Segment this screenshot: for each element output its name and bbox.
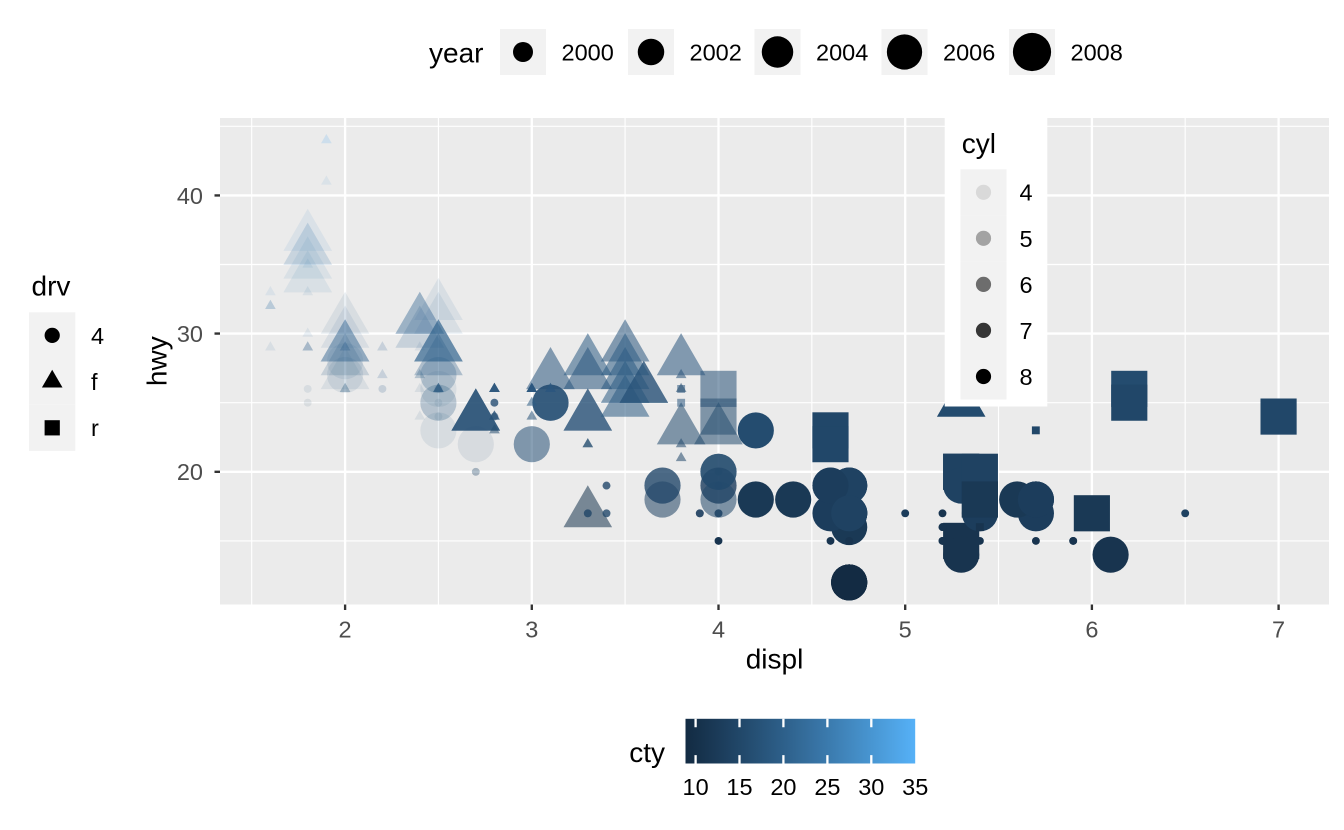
svg-text:2006: 2006 bbox=[943, 40, 995, 66]
svg-text:20: 20 bbox=[770, 774, 796, 800]
svg-text:drv: drv bbox=[32, 271, 71, 302]
svg-text:f: f bbox=[91, 369, 98, 395]
svg-text:30: 30 bbox=[858, 774, 884, 800]
svg-text:hwy: hwy bbox=[142, 336, 173, 386]
svg-text:25: 25 bbox=[814, 774, 840, 800]
svg-text:2002: 2002 bbox=[690, 40, 742, 66]
svg-text:10: 10 bbox=[683, 774, 709, 800]
svg-text:6: 6 bbox=[1020, 272, 1033, 298]
svg-text:4: 4 bbox=[91, 323, 104, 349]
svg-text:cyl: cyl bbox=[962, 128, 996, 159]
svg-text:35: 35 bbox=[902, 774, 928, 800]
svg-text:20: 20 bbox=[177, 459, 203, 485]
svg-text:5: 5 bbox=[899, 617, 912, 643]
svg-text:2004: 2004 bbox=[816, 40, 868, 66]
svg-text:8: 8 bbox=[1020, 364, 1033, 390]
svg-text:40: 40 bbox=[177, 183, 203, 209]
svg-text:displ: displ bbox=[746, 644, 804, 675]
svg-text:15: 15 bbox=[726, 774, 752, 800]
svg-text:3: 3 bbox=[525, 617, 538, 643]
svg-text:r: r bbox=[91, 415, 99, 441]
svg-text:5: 5 bbox=[1020, 226, 1033, 252]
svg-text:7: 7 bbox=[1272, 617, 1285, 643]
svg-text:year: year bbox=[429, 38, 483, 69]
svg-text:2: 2 bbox=[339, 617, 352, 643]
svg-text:7: 7 bbox=[1020, 318, 1033, 344]
svg-text:cty: cty bbox=[629, 737, 665, 768]
svg-text:2000: 2000 bbox=[562, 40, 614, 66]
svg-text:4: 4 bbox=[712, 617, 725, 643]
svg-text:4: 4 bbox=[1020, 180, 1033, 206]
svg-text:2008: 2008 bbox=[1071, 40, 1123, 66]
svg-text:6: 6 bbox=[1085, 617, 1098, 643]
svg-text:30: 30 bbox=[177, 321, 203, 347]
